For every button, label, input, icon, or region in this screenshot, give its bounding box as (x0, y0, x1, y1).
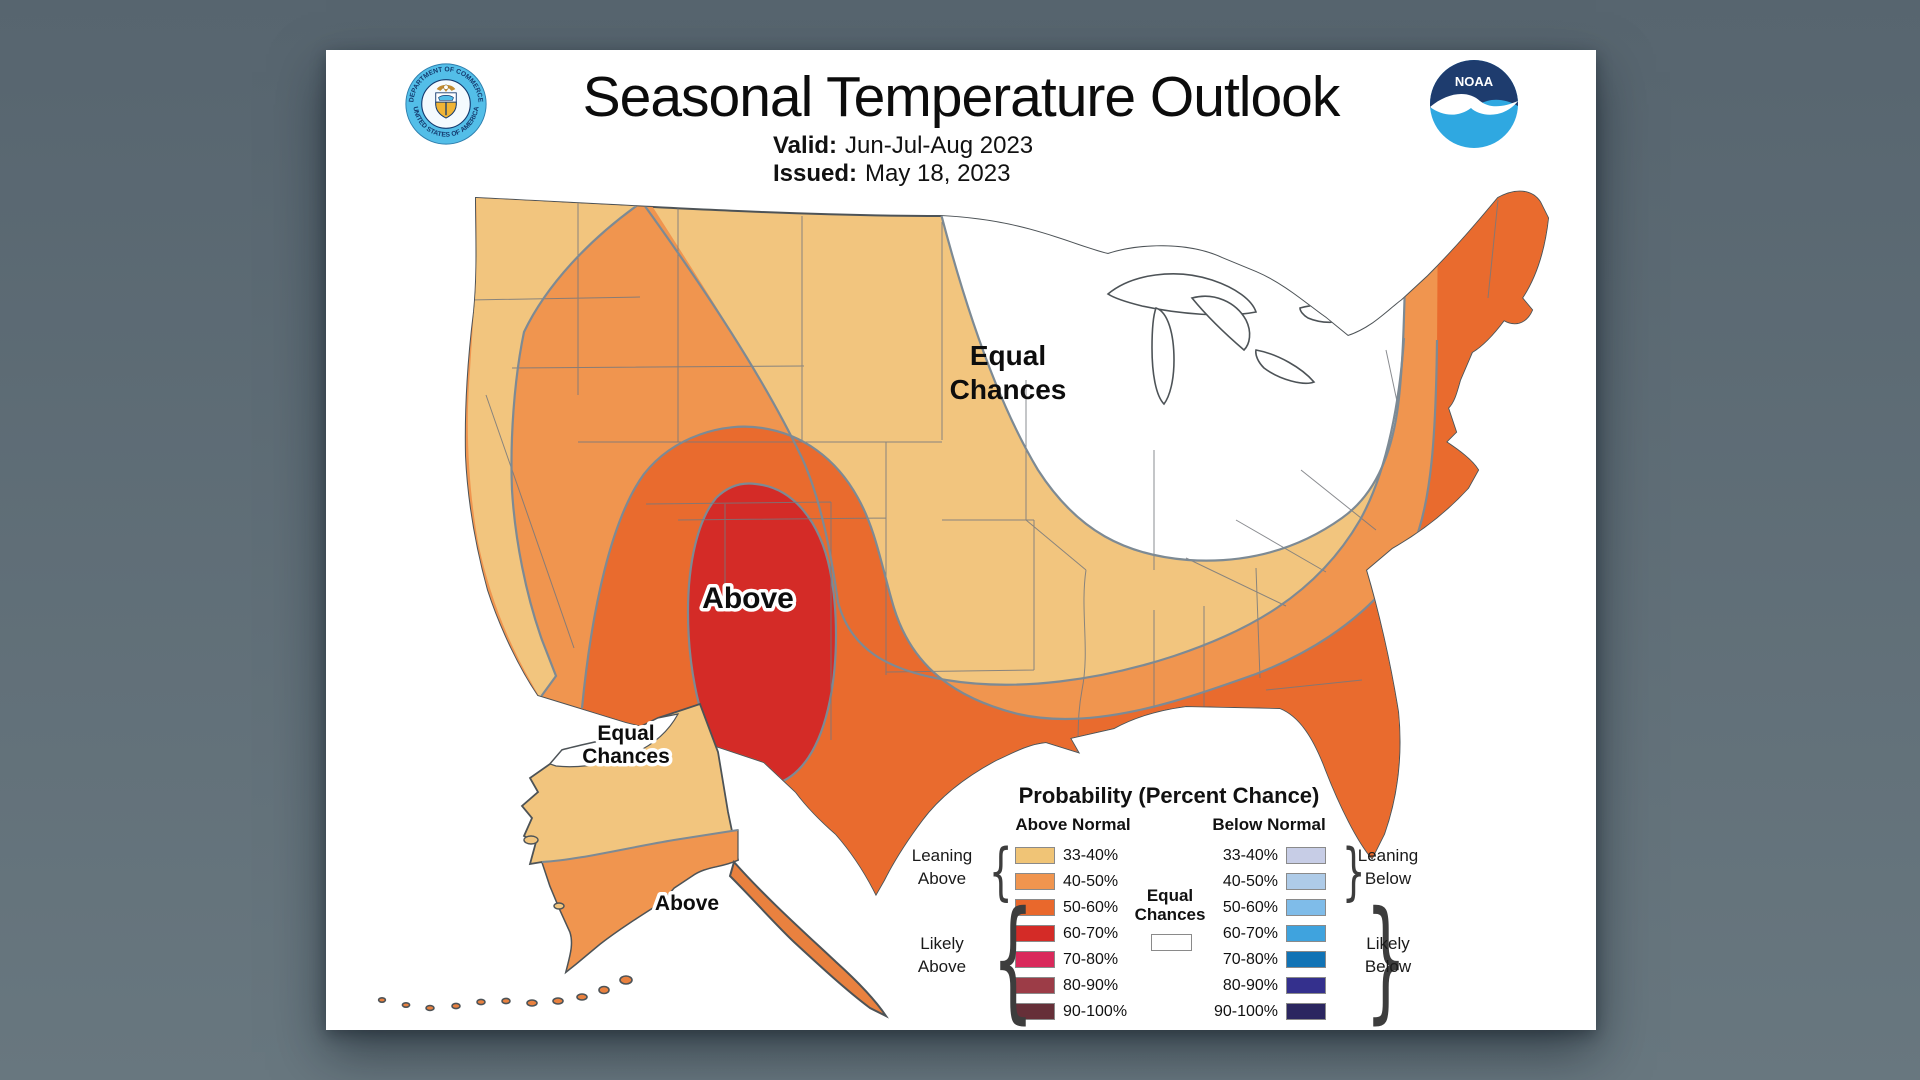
legend-swatch-above-90-100 (1015, 1003, 1055, 1020)
great-lakes (1106, 273, 1354, 406)
legend-swatch-below-70-80 (1286, 951, 1326, 968)
brace-leaning-below: } (1341, 835, 1366, 908)
issued-row: Issued: May 18, 2023 (773, 160, 1033, 188)
legend-range-above-50-60: 50-60% (1063, 899, 1119, 916)
alaska-panhandle (728, 859, 889, 1019)
alaska-equal-chances-label-line2: Chances (582, 745, 670, 768)
contour-coast-strip-edge (510, 201, 643, 699)
legend-range-above-40-50: 40-50% (1063, 873, 1119, 890)
legend-swatch-above-50-60 (1015, 899, 1055, 916)
legend-range-below-70-80: 70-80% (1222, 951, 1278, 968)
lake-michigan (1151, 306, 1175, 406)
doc-seal-eagle-icon (436, 84, 456, 92)
legend-range-above-90-100: 90-100% (1063, 1003, 1128, 1020)
legend-equal-chances-line1: Equal (1146, 886, 1194, 905)
valid-label: Valid: (773, 132, 838, 159)
conus-equal-chances-label-line2: Chances (950, 374, 1067, 405)
legend-range-above-80-90: 80-90% (1063, 977, 1119, 994)
likely-above-line2: Above (917, 957, 967, 976)
conus-above-label: Above (702, 582, 794, 615)
legend-equal-chances-label: Equal Chances (1122, 886, 1218, 924)
brace-likely-below: } (1364, 883, 1407, 1037)
legend-swatch-above-33-40 (1015, 847, 1055, 864)
legend-equal-chances-swatch (1151, 934, 1192, 951)
legend-swatch-above-60-70 (1015, 925, 1055, 942)
outlook-map: Equal Chances Above Equal Chances Above (377, 190, 1550, 1019)
legend-group-likely-below: Likely Below (1318, 932, 1458, 978)
legend-swatch-below-40-50 (1286, 873, 1326, 890)
lake-erie (1255, 349, 1316, 384)
conus-west-coast-33-40 (467, 198, 642, 698)
leaning-above-line1: Leaning (911, 846, 973, 865)
leaning-below-line2: Below (1364, 869, 1412, 888)
likely-above-line1: Likely (920, 934, 964, 953)
alaska-equal-chances-region (548, 713, 680, 768)
legend-group-likely-above: Likely Above (872, 932, 1012, 978)
likely-below-line2: Below (1364, 957, 1412, 976)
page-title: Seasonal Temperature Outlook (582, 65, 1341, 129)
issued-value: May 18, 2023 (865, 160, 1011, 187)
doc-seal: DEPARTMENT OF COMMERCE UNITED STATES OF … (405, 63, 487, 145)
legend-above-header: Above Normal (1015, 815, 1131, 834)
legend-range-below-40-50: 40-50% (1222, 873, 1278, 890)
legend-range-below-50-60: 50-60% (1222, 899, 1278, 916)
alaska (377, 702, 889, 1019)
legend-group-leaning-above: Leaning Above (872, 844, 1012, 890)
legend-swatch-below-33-40 (1286, 847, 1326, 864)
valid-value: Jun-Jul-Aug 2023 (845, 132, 1034, 159)
alaska-equal-chances-label-line1: Equal (597, 722, 654, 745)
doc-seal-shield-icon (435, 92, 457, 119)
legend-range-above-60-70: 60-70% (1063, 925, 1119, 942)
legend-range-below-60-70: 60-70% (1222, 925, 1278, 942)
issue-block: Valid: Jun-Jul-Aug 2023 Issued: May 18, 20… (773, 132, 1033, 188)
legend-swatch-below-50-60 (1286, 899, 1326, 916)
alaska-above-label: Above (655, 892, 719, 915)
outlook-card: DEPARTMENT OF COMMERCE UNITED STATES OF … (326, 50, 1596, 1030)
legend-swatch-above-70-80 (1015, 951, 1055, 968)
brace-leaning-above: { (988, 835, 1013, 908)
state-borders (469, 199, 1499, 757)
likely-below-line1: Likely (1366, 934, 1410, 953)
legend-range-above-70-80: 70-80% (1063, 951, 1119, 968)
noaa-gull-icon (1430, 94, 1518, 115)
legend-range-below-33-40: 33-40% (1222, 847, 1278, 864)
alaska-contour (541, 829, 739, 863)
lake-huron (1190, 295, 1251, 352)
legend-title: Probability (Percent Chance) (1018, 783, 1320, 808)
conus-equal-chances-label-line1: Equal (970, 340, 1046, 371)
aleutian-islands (377, 975, 633, 1012)
legend-swatch-above-80-90 (1015, 977, 1055, 994)
legend-group-leaning-below: Leaning Below (1318, 844, 1458, 890)
legend-swatch-below-90-100 (1286, 1003, 1326, 1020)
legend-equal-chances-line2: Chances (1134, 905, 1206, 924)
legend-swatch-below-60-70 (1286, 925, 1326, 942)
leaning-above-line2: Above (917, 869, 967, 888)
contour-k2-edge (641, 201, 1406, 686)
brace-likely-above: { (991, 883, 1034, 1037)
noaa-logo: NOAA (1430, 60, 1518, 148)
contour-white-edge (938, 209, 1407, 562)
legend-range-above-33-40: 33-40% (1063, 847, 1119, 864)
legend-range-below-80-90: 80-90% (1222, 977, 1278, 994)
legend-swatch-below-80-90 (1286, 977, 1326, 994)
valid-row: Valid: Jun-Jul-Aug 2023 (773, 132, 1033, 160)
issued-label: Issued: (773, 160, 858, 187)
legend-range-below-90-100: 90-100% (1213, 1003, 1278, 1020)
legend-swatch-above-40-50 (1015, 873, 1055, 890)
legend-below-header: Below Normal (1212, 815, 1326, 834)
noaa-logo-text: NOAA (1455, 74, 1494, 89)
bering-islands (523, 835, 565, 910)
leaning-below-line1: Leaning (1357, 846, 1419, 865)
